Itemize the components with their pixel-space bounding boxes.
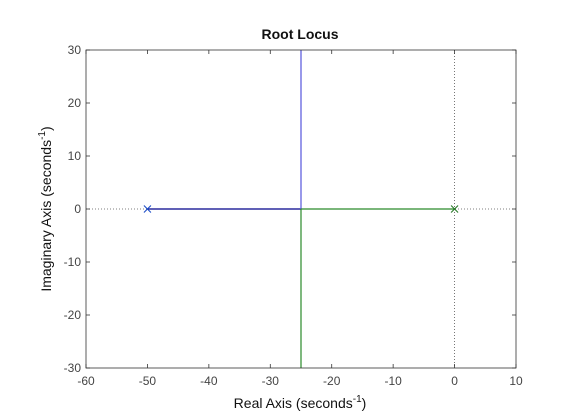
x-tick-label: -60 — [77, 374, 95, 388]
x-axis-ticks: -60 -50 -40 -30 -20 -10 0 10 — [77, 50, 523, 388]
pole-marker-2 — [450, 205, 459, 213]
x-tick-label: 10 — [509, 374, 523, 388]
chart-title: Root Locus — [262, 26, 339, 42]
y-tick-label: 30 — [68, 43, 82, 57]
series-layer — [147, 50, 455, 368]
y-tick-label: -30 — [64, 361, 82, 375]
y-tick-label: 0 — [74, 202, 81, 216]
x-tick-label: -10 — [384, 374, 402, 388]
x-axis-label: Real Axis (seconds-1) — [234, 394, 367, 411]
x-tick-label: -40 — [200, 374, 218, 388]
y-tick-label: 10 — [68, 149, 82, 163]
y-axis-label: Imaginary Axis (seconds-1) — [37, 126, 54, 291]
y-axis-ticks: -30 -20 -10 0 10 20 30 — [64, 43, 516, 375]
x-tick-label: -30 — [262, 374, 280, 388]
poles-layer — [143, 205, 459, 213]
y-tick-label: -10 — [64, 255, 82, 269]
pole-marker-1 — [143, 205, 152, 213]
y-tick-label: 20 — [68, 96, 82, 110]
y-tick-label: -20 — [64, 308, 82, 322]
x-tick-label: -50 — [139, 374, 157, 388]
x-tick-label: -20 — [323, 374, 341, 388]
x-tick-label: 0 — [451, 374, 458, 388]
